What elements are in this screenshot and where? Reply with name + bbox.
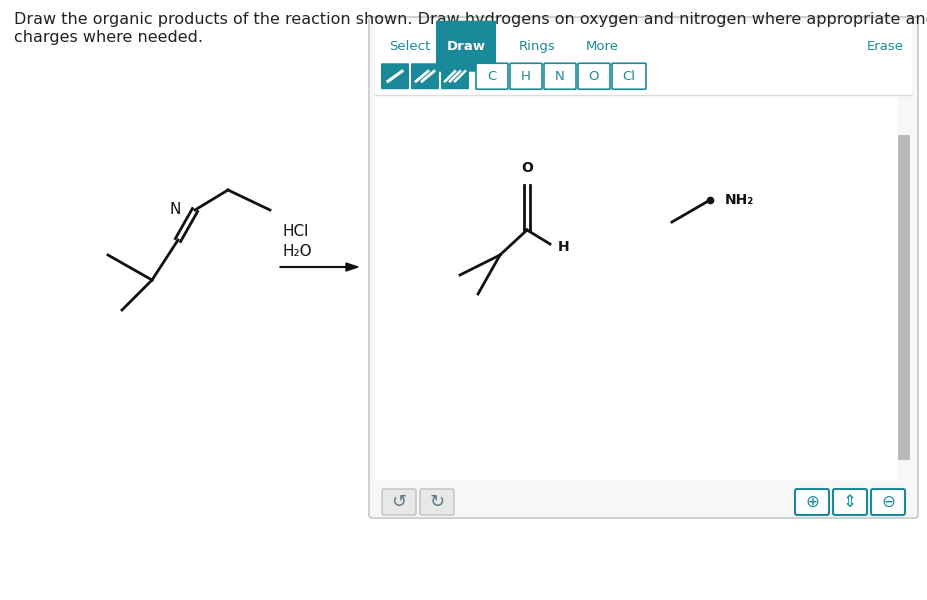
- FancyBboxPatch shape: [871, 489, 905, 515]
- Text: ↻: ↻: [429, 493, 445, 511]
- Text: H: H: [558, 240, 569, 254]
- Text: HCl: HCl: [283, 224, 310, 239]
- Text: Draw: Draw: [447, 40, 486, 53]
- Text: Rings: Rings: [518, 40, 555, 53]
- FancyBboxPatch shape: [381, 63, 409, 89]
- Text: C: C: [488, 70, 497, 83]
- Text: O: O: [521, 161, 533, 175]
- FancyBboxPatch shape: [382, 489, 416, 515]
- Text: Select: Select: [389, 40, 431, 53]
- FancyBboxPatch shape: [369, 17, 918, 518]
- FancyBboxPatch shape: [420, 489, 454, 515]
- FancyBboxPatch shape: [612, 63, 646, 89]
- FancyBboxPatch shape: [578, 63, 610, 89]
- FancyBboxPatch shape: [411, 63, 439, 89]
- Text: H: H: [521, 70, 531, 83]
- FancyBboxPatch shape: [544, 63, 576, 89]
- FancyBboxPatch shape: [441, 63, 469, 89]
- FancyArrow shape: [280, 263, 358, 271]
- Text: H₂O: H₂O: [283, 245, 312, 259]
- Text: N: N: [170, 202, 181, 217]
- Text: More: More: [586, 40, 618, 53]
- Text: Cl: Cl: [623, 70, 636, 83]
- Text: ↺: ↺: [391, 493, 407, 511]
- Bar: [375, 95, 898, 480]
- Text: charges where needed.: charges where needed.: [14, 30, 203, 45]
- Text: ⇕: ⇕: [843, 493, 857, 511]
- FancyBboxPatch shape: [476, 63, 508, 89]
- Bar: [898, 135, 910, 460]
- FancyBboxPatch shape: [436, 21, 496, 72]
- FancyBboxPatch shape: [510, 63, 542, 89]
- FancyBboxPatch shape: [833, 489, 867, 515]
- Text: ⊖: ⊖: [881, 493, 895, 511]
- Bar: [375, 22, 912, 95]
- Text: N: N: [555, 70, 565, 83]
- Text: Draw the organic products of the reaction shown. Draw hydrogens on oxygen and ni: Draw the organic products of the reactio…: [14, 12, 927, 27]
- FancyBboxPatch shape: [795, 489, 829, 515]
- Text: O: O: [589, 70, 599, 83]
- Text: Erase: Erase: [867, 40, 904, 53]
- Text: ⊕: ⊕: [805, 493, 819, 511]
- Text: NH₂: NH₂: [725, 193, 755, 207]
